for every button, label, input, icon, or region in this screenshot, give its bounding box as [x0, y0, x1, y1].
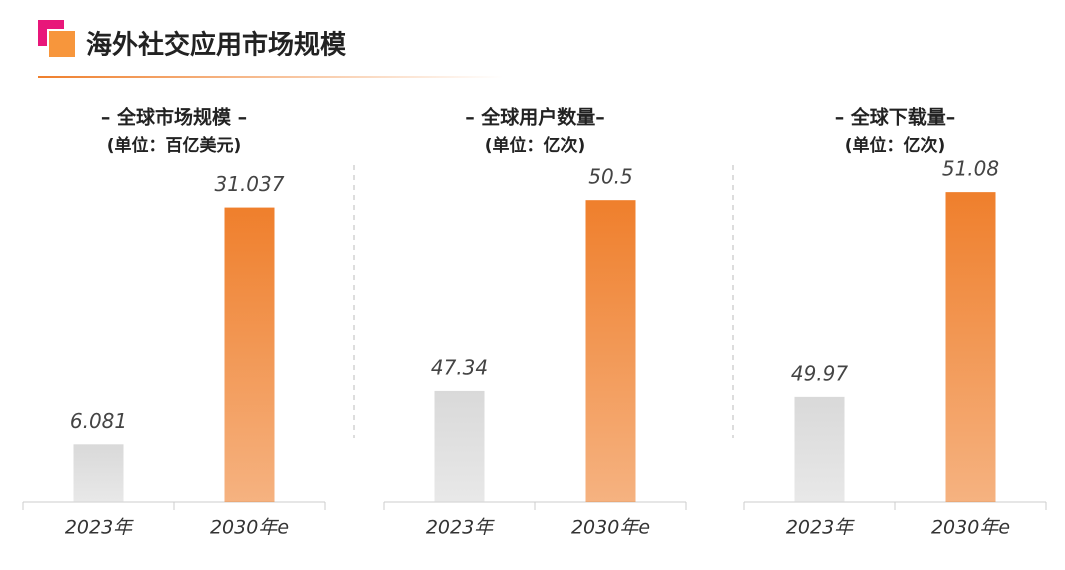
x-tick-label: 2030年e: [931, 517, 1010, 539]
bar: [585, 200, 636, 502]
title-underline: [38, 76, 503, 78]
bar: [794, 396, 845, 502]
chart-subtitle: (单位：亿次): [845, 135, 946, 156]
chart-subtitle: (单位：百亿美元): [107, 135, 242, 156]
value-label: 47.34: [431, 355, 488, 379]
chart-title: – 全球下载量–: [835, 106, 956, 129]
x-tick-label: 2030年e: [210, 517, 289, 539]
bar: [224, 207, 275, 502]
x-tick-label: 2023年: [426, 517, 495, 539]
x-tick-label: 2023年: [65, 517, 134, 539]
value-label: 6.081: [70, 409, 127, 433]
chart-title: – 全球用户数量–: [465, 106, 605, 129]
bar: [73, 444, 124, 502]
chart-title: – 全球市场规模 –: [101, 106, 247, 129]
icon-front: [47, 29, 77, 59]
value-label: 31.037: [215, 172, 285, 196]
value-label: 49.97: [791, 361, 849, 385]
page-title: 海外社交应用市场规模: [86, 30, 347, 61]
x-tick-label: 2023年: [786, 517, 855, 539]
value-label: 51.08: [942, 157, 999, 181]
bar: [434, 390, 485, 502]
bar: [945, 192, 996, 502]
chart-subtitle: (单位：亿次): [485, 135, 586, 156]
value-label: 50.5: [588, 165, 633, 189]
x-tick-label: 2030年e: [571, 517, 650, 539]
